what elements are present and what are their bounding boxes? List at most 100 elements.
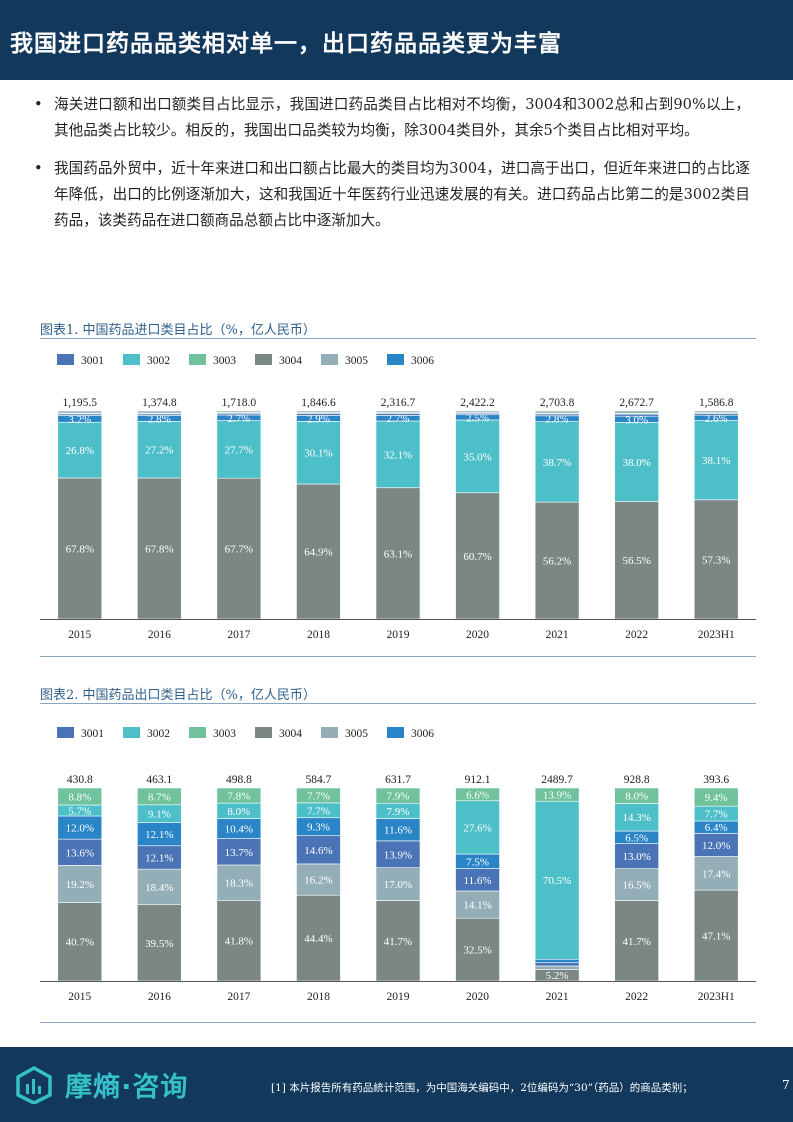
data-label: 11.6% bbox=[464, 875, 492, 887]
legend-swatch-3005 bbox=[321, 354, 338, 365]
bullet-list: • 海关进口额和出口额类目占比显示，我国进口药品类目占比相对不均衡，3004和3… bbox=[34, 92, 750, 246]
data-label: 30.1% bbox=[304, 448, 332, 460]
bar-segment-3002 bbox=[614, 422, 659, 502]
bar-segment-3005 bbox=[534, 410, 580, 414]
total-label: 2,316.7 bbox=[381, 397, 416, 409]
bar-segment-3005 bbox=[57, 410, 103, 414]
data-label: 56.2% bbox=[543, 556, 571, 568]
bullet-text: 我国药品外贸中，近十年来进口和出口额占比最大的类目均为3004，进口高于出口，但… bbox=[54, 160, 750, 229]
category-label: 2020 bbox=[466, 629, 489, 641]
data-label: 7.7% bbox=[307, 805, 330, 817]
data-label: 16.5% bbox=[622, 880, 650, 892]
bar-segment-3001 bbox=[614, 413, 659, 417]
data-label: 2.8% bbox=[148, 413, 171, 425]
data-label: 2.6% bbox=[705, 413, 728, 425]
total-label: 912.1 bbox=[465, 774, 491, 786]
legend-label-3006: 3006 bbox=[411, 355, 434, 367]
data-label: 9.4% bbox=[705, 792, 728, 804]
data-label: 17.0% bbox=[384, 879, 412, 891]
category-label: 2022 bbox=[625, 629, 648, 641]
data-label: 13.7% bbox=[225, 847, 253, 859]
footnote: [1] 本片报告所有药品統计范围，为中国海关编码中，2位编码为“30”（药品）的… bbox=[271, 1082, 693, 1094]
total-label: 2489.7 bbox=[541, 774, 573, 786]
bullet-item: • 我国药品外贸中，近十年来进口和出口额占比最大的类目均为3004，进口高于出口… bbox=[34, 156, 750, 234]
bar-segment-3004 bbox=[534, 501, 580, 620]
bar-segment-3004 bbox=[693, 499, 739, 620]
import-chart-bottom-rule bbox=[40, 656, 756, 657]
legend-swatch-3005 bbox=[321, 727, 338, 738]
bar-segment-3004 bbox=[137, 904, 182, 982]
total-label: 1,195.5 bbox=[63, 397, 98, 409]
bar-segment-3002 bbox=[296, 421, 341, 485]
data-label: 6.5% bbox=[625, 832, 648, 844]
bar-segment-3003 bbox=[455, 787, 500, 802]
total-label: 393.6 bbox=[703, 774, 729, 786]
data-label: 67.8% bbox=[145, 543, 173, 555]
bar-segment-3004 bbox=[375, 487, 421, 620]
bar-segment-3004 bbox=[455, 917, 500, 982]
bar-segment-3004 bbox=[57, 902, 103, 982]
legend-label-3003: 3003 bbox=[213, 355, 236, 367]
legend-label-3002: 3002 bbox=[147, 355, 170, 367]
legend-swatch-3001 bbox=[57, 727, 74, 738]
bar-segment-3002 bbox=[614, 803, 659, 832]
import-chart-title: 图表1. 中国药品进口类目占比（%，亿人民币） bbox=[40, 323, 316, 338]
data-label: 2.9% bbox=[307, 413, 330, 425]
bar-segment-3003 bbox=[534, 787, 580, 802]
legend-label-3002: 3002 bbox=[147, 728, 170, 740]
data-label: 14.1% bbox=[463, 900, 491, 912]
category-label: 2016 bbox=[148, 991, 171, 1003]
legend-label-3006: 3006 bbox=[411, 728, 434, 740]
legend-swatch-3004 bbox=[255, 727, 272, 738]
bar-segment-3002 bbox=[57, 421, 103, 479]
total-label: 584.7 bbox=[306, 774, 332, 786]
data-label: 8.0% bbox=[625, 791, 648, 803]
legend-swatch-3006 bbox=[387, 727, 404, 738]
bar-segment-3001 bbox=[614, 843, 659, 869]
category-label: 2017 bbox=[227, 629, 250, 641]
bullet-dot: • bbox=[34, 96, 43, 113]
bar-segment-3005 bbox=[137, 868, 182, 905]
bar-segment-3004 bbox=[375, 900, 421, 982]
logo-mark-icon bbox=[16, 1065, 52, 1104]
total-label: 1,846.6 bbox=[301, 397, 336, 409]
data-label: 32.5% bbox=[463, 945, 491, 957]
total-label: 1,586.8 bbox=[699, 397, 734, 409]
data-label: 63.1% bbox=[384, 548, 412, 560]
bar-segment-3002 bbox=[455, 800, 500, 855]
bar-segment-3003 bbox=[137, 787, 182, 806]
bar-segment-3001 bbox=[534, 962, 580, 967]
data-label: 6.4% bbox=[705, 822, 728, 834]
export-chart-title: 图表2. 中国药品出口类目占比（%，亿人民币） bbox=[40, 688, 316, 703]
bullet-dot: • bbox=[34, 160, 43, 177]
total-label: 2,422.2 bbox=[460, 397, 495, 409]
bar-segment-3003 bbox=[375, 787, 421, 804]
bar-segment-3005 bbox=[455, 410, 500, 413]
data-label: 27.6% bbox=[463, 822, 491, 834]
data-label: 2.7% bbox=[227, 413, 250, 425]
bar-segment-3004 bbox=[137, 477, 182, 620]
bar-segment-3005 bbox=[57, 865, 103, 903]
data-label: 17.4% bbox=[702, 868, 730, 880]
total-label: 1,374.8 bbox=[142, 397, 177, 409]
export-chart-bottom-rule bbox=[40, 1022, 756, 1023]
logo-text: 摩熵·咨询 bbox=[65, 1072, 189, 1103]
bar-segment-3005 bbox=[693, 410, 739, 413]
data-label: 12.0% bbox=[66, 823, 94, 835]
total-label: 498.8 bbox=[226, 774, 252, 786]
brand-logo: 摩熵·咨询 bbox=[14, 1065, 188, 1104]
category-label: 2023H1 bbox=[698, 991, 735, 1003]
bar-segment-3001 bbox=[216, 838, 262, 866]
header-bar: 我国进口药品品类相对单一，出口药品品类更为丰富 bbox=[0, 0, 793, 80]
data-label: 12.1% bbox=[145, 852, 173, 864]
bar-segment-3005 bbox=[693, 856, 739, 891]
bar-segment-3004 bbox=[614, 501, 659, 620]
bar-segment-3002 bbox=[375, 420, 421, 489]
data-label: 13.9% bbox=[543, 790, 571, 802]
bullet-item: • 海关进口额和出口额类目占比显示，我国进口药品类目占比相对不均衡，3004和3… bbox=[34, 92, 750, 144]
data-label: 9.3% bbox=[307, 822, 330, 834]
legend-label-3004: 3004 bbox=[279, 728, 302, 740]
bar-segment-3001 bbox=[57, 838, 103, 866]
import-chart-rule bbox=[40, 338, 756, 339]
total-label: 430.8 bbox=[67, 774, 93, 786]
